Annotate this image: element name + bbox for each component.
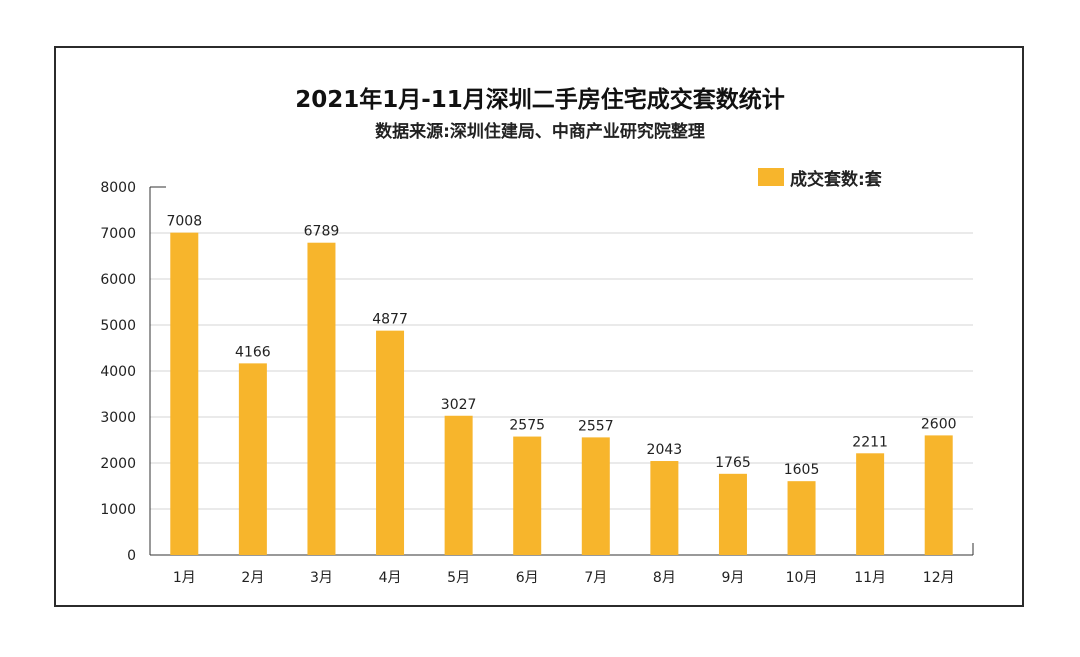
x-tick-label: 12月 [923, 570, 955, 586]
bar [170, 232, 199, 555]
legend-swatch [758, 168, 784, 186]
data-label: 3027 [441, 397, 477, 413]
bar [650, 461, 679, 555]
data-label: 2557 [578, 418, 614, 434]
bar [444, 415, 473, 555]
x-tick-label: 4月 [379, 570, 402, 586]
data-label: 4166 [235, 344, 271, 360]
legend: 成交套数:套 [758, 166, 882, 190]
bar [581, 437, 610, 555]
data-label: 2043 [647, 442, 683, 458]
data-label: 6789 [304, 224, 340, 240]
x-tick-label: 10月 [786, 570, 818, 586]
y-tick-label: 0 [127, 548, 136, 564]
bar [787, 481, 816, 555]
y-tick-label: 4000 [100, 364, 136, 380]
x-tick-label: 6月 [516, 570, 539, 586]
bar [513, 436, 542, 555]
x-tick-label: 2月 [241, 570, 264, 586]
data-label: 1765 [715, 455, 751, 471]
chart-title: 2021年1月-11月深圳二手房住宅成交套数统计 [295, 87, 785, 113]
y-tick-label: 2000 [100, 456, 136, 472]
x-tick-label: 1月 [173, 570, 196, 586]
x-tick-label: 5月 [447, 570, 470, 586]
y-tick-label: 5000 [100, 318, 136, 334]
y-tick-label: 8000 [100, 180, 136, 196]
data-label: 2211 [852, 434, 888, 450]
bar [718, 473, 747, 555]
x-tick-label: 3月 [310, 570, 333, 586]
y-tick-label: 1000 [100, 502, 136, 518]
data-label: 7008 [166, 214, 202, 230]
y-tick-label: 6000 [100, 272, 136, 288]
bar [238, 363, 267, 555]
data-label: 2600 [921, 416, 957, 432]
bar [307, 242, 336, 555]
bar [856, 453, 885, 555]
y-tick-label: 7000 [100, 226, 136, 242]
bar [924, 435, 953, 555]
x-tick-label: 7月 [584, 570, 607, 586]
data-label: 4877 [372, 312, 408, 328]
data-label: 1605 [784, 462, 820, 478]
data-label: 2575 [509, 418, 545, 434]
chart-subtitle: 数据来源:深圳住建局、中商产业研究院整理 [375, 122, 705, 142]
x-tick-label: 9月 [721, 570, 744, 586]
x-tick-label: 8月 [653, 570, 676, 586]
bar [376, 330, 405, 555]
y-tick-label: 3000 [100, 410, 136, 426]
legend-label: 成交套数:套 [790, 169, 882, 190]
x-tick-label: 11月 [854, 570, 886, 586]
